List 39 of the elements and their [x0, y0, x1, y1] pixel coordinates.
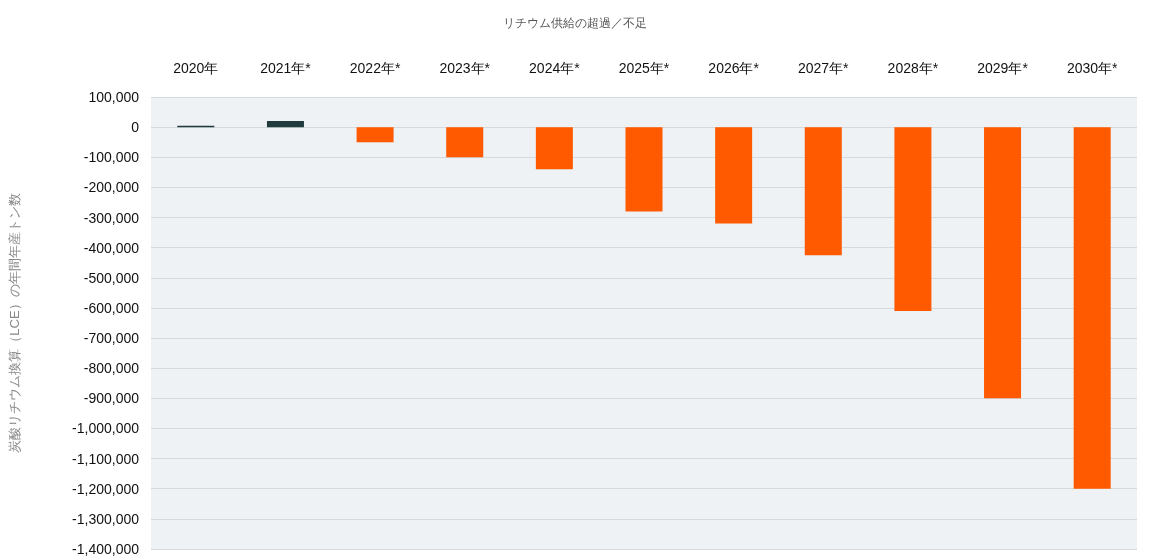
x-tick-label: 2026年* [708, 60, 760, 76]
bar [356, 127, 394, 143]
x-tick-label: 2023年* [439, 60, 491, 76]
x-tick-label: 2020年 [173, 60, 219, 76]
x-tick-label: 2021年* [260, 60, 312, 76]
bar [715, 127, 753, 224]
y-tick-label: -1,100,000 [72, 450, 140, 467]
bar [894, 127, 932, 311]
y-axis-title: 炭酸リチウム換算（LCE）の年間年産トン数 [7, 193, 22, 453]
bar [984, 127, 1022, 399]
bar [266, 121, 304, 128]
y-tick-label: -500,000 [83, 269, 140, 286]
x-tick-label: 2028年* [887, 60, 939, 76]
y-tick-label: -600,000 [83, 299, 140, 316]
y-tick-label: -700,000 [83, 330, 140, 347]
y-tick-label: -900,000 [83, 390, 140, 407]
y-tick-label: -100,000 [83, 149, 140, 166]
y-tick-label: -200,000 [83, 179, 140, 196]
chart-title: リチウム供給の超過／不足 [502, 16, 647, 30]
x-tick-label: 2029年* [977, 60, 1029, 76]
bar [1073, 127, 1111, 489]
bar [804, 127, 842, 256]
y-tick-label: -300,000 [83, 209, 140, 226]
y-tick-label: -1,000,000 [72, 420, 140, 437]
bar [535, 127, 573, 170]
bar [625, 127, 663, 212]
x-tick-label: 2025年* [618, 60, 670, 76]
y-tick-label: -1,200,000 [72, 480, 140, 497]
y-tick-label: -1,400,000 [72, 541, 140, 557]
x-tick-label: 2030年* [1066, 60, 1119, 76]
x-tick-label: 2022年* [349, 60, 401, 76]
y-tick-label: 100,000 [88, 89, 140, 105]
y-tick-label: -400,000 [83, 239, 140, 256]
y-tick-label: -1,300,000 [72, 510, 140, 527]
x-tick-label: 2027年* [797, 60, 850, 76]
x-tick-label: 2024年* [529, 60, 581, 76]
bar [446, 127, 484, 158]
y-tick-label: 0 [131, 119, 140, 136]
y-tick-label: -800,000 [83, 360, 140, 377]
